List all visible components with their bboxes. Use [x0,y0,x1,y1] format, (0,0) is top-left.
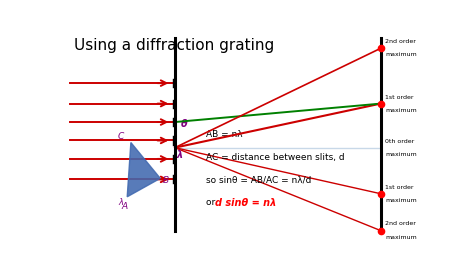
Text: B: B [163,176,169,185]
Text: maximum: maximum [385,52,417,57]
Text: A: A [122,202,128,211]
Text: maximum: maximum [385,108,417,113]
Text: 2nd order: 2nd order [385,39,416,44]
Text: maximum: maximum [385,235,417,240]
Text: 1st order: 1st order [385,94,414,99]
Text: maximum: maximum [385,198,417,203]
Text: 1st order: 1st order [385,185,414,190]
Text: Using a diffraction grating: Using a diffraction grating [74,38,274,53]
Text: AB = nλ: AB = nλ [206,130,243,139]
Text: maximum: maximum [385,152,417,157]
Text: λ: λ [176,150,182,160]
Text: θ: θ [181,119,187,129]
Text: λ: λ [118,198,123,207]
Text: 2nd order: 2nd order [385,222,416,227]
Polygon shape [127,143,160,197]
Text: C: C [118,132,124,142]
Text: or: or [206,198,219,207]
Text: so sinθ = AB/AC = nλ/d: so sinθ = AB/AC = nλ/d [206,175,311,184]
Text: d sinθ = nλ: d sinθ = nλ [215,198,277,208]
Text: 0th order: 0th order [385,139,415,144]
Text: AC = distance between slits, d: AC = distance between slits, d [206,153,345,162]
